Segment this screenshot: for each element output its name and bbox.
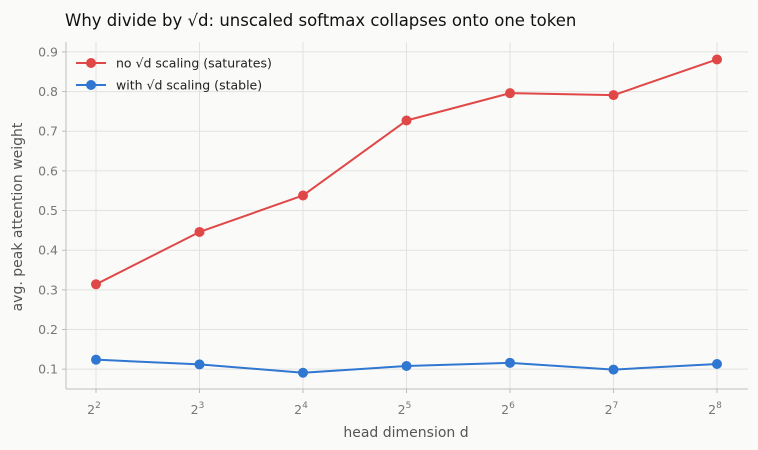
series-0 [91,54,722,290]
x-tick-base: 2 [605,402,613,417]
chart-title: Why divide by √d: unscaled softmax colla… [65,11,576,30]
x-tick-exponent: 2 [95,401,101,411]
data-point [298,367,308,378]
x-axis-ticks: 22 23 24 25 26 27 28 [87,389,722,417]
x-tick-exponent: 8 [716,401,722,411]
data-point [194,359,205,370]
data-point [194,226,205,237]
data-point [91,354,101,365]
x-tick-label: 24 [294,401,308,417]
data-point [401,115,412,126]
legend-swatch-marker [86,58,96,68]
data-point [298,190,308,201]
data-point [505,88,515,99]
x-tick-exponent: 4 [302,401,308,411]
data-point [401,360,412,371]
x-tick-base: 2 [87,402,95,417]
y-tick-label: 0.8 [38,84,58,99]
x-tick-base: 2 [398,402,406,417]
x-tick-label: 26 [501,401,515,417]
data-point [91,279,101,290]
x-tick-label: 27 [605,401,619,417]
legend-label: with √d scaling (stable) [116,78,262,93]
legend: no √d scaling (saturates) with √d scaling… [76,56,272,93]
y-tick-label: 0.9 [38,44,58,59]
grid-lines [66,42,748,389]
x-tick-base: 2 [708,402,716,417]
y-tick-label: 0.5 [38,203,58,218]
y-tick-label: 0.4 [38,243,58,258]
x-tick-label: 28 [708,401,722,417]
data-point [608,90,619,101]
x-tick-label: 25 [398,401,412,417]
x-tick-label: 23 [191,401,205,417]
data-point [712,359,722,370]
x-tick-base: 2 [501,402,509,417]
x-tick-base: 2 [191,402,199,417]
x-tick-exponent: 5 [406,401,412,411]
y-axis-label: avg. peak attention weight [10,122,26,311]
series-1 [91,354,722,378]
legend-item-0: no √d scaling (saturates) [76,56,272,71]
data-point [712,54,722,65]
data-point [608,364,619,375]
y-tick-label: 0.3 [38,282,58,297]
series-group [91,54,722,378]
x-tick-exponent: 7 [613,401,619,411]
y-axis-ticks: 0.1 0.2 0.3 0.4 0.5 0.6 0.7 0.8 0.9 [38,44,66,377]
y-tick-label: 0.1 [38,362,58,377]
x-tick-exponent: 3 [199,401,205,411]
y-tick-label: 0.2 [38,322,58,337]
x-tick-label: 22 [87,401,101,417]
y-tick-label: 0.7 [38,124,58,139]
legend-item-1: with √d scaling (stable) [76,78,262,93]
legend-swatch-marker [86,80,96,90]
y-tick-label: 0.6 [38,163,58,178]
x-axis-label: head dimension d [343,425,468,441]
x-tick-base: 2 [294,402,302,417]
data-point [505,357,515,368]
legend-label: no √d scaling (saturates) [116,56,272,71]
x-tick-exponent: 6 [509,401,515,411]
